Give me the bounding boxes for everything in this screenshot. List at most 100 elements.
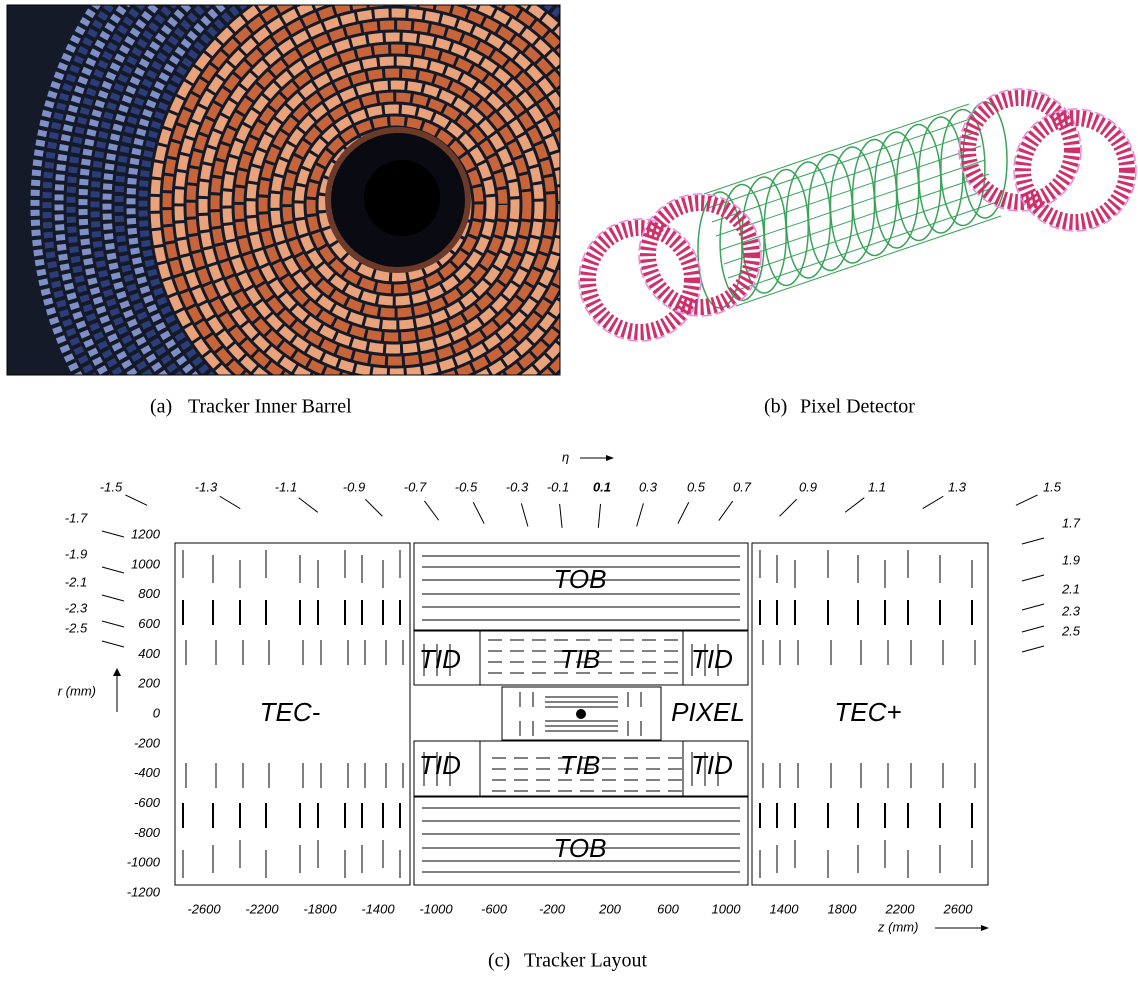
r-tick-label: 200 xyxy=(137,676,160,691)
z-tick-label: 2600 xyxy=(943,901,974,916)
z-tick-label: -600 xyxy=(481,901,508,916)
caption: Tracker Inner Barrel xyxy=(188,396,352,418)
eta-tick xyxy=(1022,575,1044,581)
eta-tick xyxy=(102,567,124,573)
cylinder-stave xyxy=(728,188,993,278)
eta-tick-label: -0.1 xyxy=(547,479,569,494)
z-tick-label: -1400 xyxy=(361,901,395,916)
eta-tick-label: 2.5 xyxy=(1061,623,1081,638)
eta-tick xyxy=(424,501,438,520)
eta-tick-label: 2.3 xyxy=(1061,603,1081,618)
arrow-head xyxy=(981,925,989,931)
eta-tick xyxy=(923,496,944,508)
z-tick-label: -2200 xyxy=(245,901,279,916)
z-tick-label: -1800 xyxy=(303,901,337,916)
region-label: TIB xyxy=(560,644,600,674)
r-tick-label: -1200 xyxy=(127,884,161,899)
eta-tick-label: -0.7 xyxy=(404,479,427,494)
eta-tick xyxy=(1022,538,1044,544)
eta-tick-label: -1.9 xyxy=(65,546,87,561)
eta-tick xyxy=(719,501,733,521)
r-tick-label: 400 xyxy=(138,646,160,661)
region-label: TOB xyxy=(554,564,607,594)
r-tick-label: -1000 xyxy=(127,855,161,870)
eta-tick-label: 0.3 xyxy=(639,479,658,494)
eta-tick xyxy=(365,499,382,516)
tracker-layout: TEC-TOBTIDTIBTIDPIXELTIDTIBTIDTOBTEC+120… xyxy=(58,449,1081,934)
r-axis-label: r (mm) xyxy=(58,683,96,698)
eta-tick-label: 0.9 xyxy=(799,479,817,494)
eta-tick xyxy=(1022,626,1044,632)
eta-tick-label: 1.7 xyxy=(1062,515,1081,530)
eta-tick-label: -0.5 xyxy=(455,479,478,494)
pixel-disk xyxy=(648,203,752,307)
arrow-head xyxy=(606,455,614,461)
eta-label: η xyxy=(562,449,569,464)
eta-tick xyxy=(598,504,600,528)
bore-inner xyxy=(364,160,440,236)
eta-tick-label: -2.3 xyxy=(65,600,88,615)
caption: Tracker Layout xyxy=(524,950,648,972)
eta-tick-label: -0.3 xyxy=(506,479,529,494)
eta-tick xyxy=(637,503,644,526)
cylinder-stave xyxy=(712,132,977,222)
eta-tick-label: 0.5 xyxy=(687,479,706,494)
eta-tick-label: -2.5 xyxy=(65,620,88,635)
cylinder-stave xyxy=(736,216,1001,306)
eta-tick xyxy=(1022,646,1044,652)
photo-pixel-detector xyxy=(579,89,1136,341)
eta-tick-label: -1.3 xyxy=(195,479,218,494)
eta-tick-label: 1.5 xyxy=(1043,479,1062,494)
r-tick-label: 0 xyxy=(153,705,161,720)
z-tick-label: -200 xyxy=(539,901,566,916)
eta-tick-label: 2.1 xyxy=(1061,581,1080,596)
z-tick-label: 1000 xyxy=(712,901,742,916)
eta-tick-label: 1.1 xyxy=(868,479,886,494)
eta-tick-label: 1.9 xyxy=(1062,552,1080,567)
r-tick-label: -600 xyxy=(134,795,161,810)
z-tick-label: 1400 xyxy=(770,901,800,916)
eta-tick-label: 1.3 xyxy=(948,479,967,494)
region-label: TID xyxy=(419,644,461,674)
caption-label: (a) xyxy=(150,396,172,418)
cylinder-stave xyxy=(732,202,997,292)
eta-tick xyxy=(1016,495,1038,505)
eta-tick xyxy=(102,531,124,537)
z-tick-label: 1800 xyxy=(828,901,858,916)
eta-tick xyxy=(473,502,484,523)
r-tick-label: 1200 xyxy=(131,526,161,541)
eta-tick-label: -1.5 xyxy=(100,479,123,494)
eta-tick-label: 0.7 xyxy=(733,479,752,494)
r-tick-label: -200 xyxy=(134,735,161,750)
eta-tick xyxy=(1022,604,1044,610)
z-tick-label: -1000 xyxy=(419,901,453,916)
figure: TEC-TOBTIDTIBTIDPIXELTIDTIBTIDTOBTEC+120… xyxy=(0,0,1138,981)
eta-tick-label: -2.1 xyxy=(65,574,87,589)
region-label: PIXEL xyxy=(671,697,745,727)
eta-tick xyxy=(299,498,318,513)
eta-tick xyxy=(102,595,124,601)
region-label: TEC+ xyxy=(834,697,901,727)
z-axis-label: z (mm) xyxy=(877,919,918,934)
arrow-head xyxy=(113,668,121,676)
caption-label: (b) xyxy=(764,396,787,418)
r-tick-label: 1000 xyxy=(131,556,161,571)
eta-tick xyxy=(780,499,797,516)
r-tick-label: -800 xyxy=(134,825,161,840)
region-label: TID xyxy=(691,750,733,780)
r-tick-label: 600 xyxy=(138,616,160,631)
beam-spot xyxy=(576,709,586,719)
region-label: TEC- xyxy=(260,697,321,727)
eta-tick-label: -1.1 xyxy=(275,479,297,494)
eta-tick xyxy=(102,641,124,647)
r-tick-label: 800 xyxy=(138,586,160,601)
z-tick-label: -2600 xyxy=(187,901,221,916)
eta-tick xyxy=(560,504,562,528)
eta-tick xyxy=(678,502,689,523)
region-label: TOB xyxy=(554,833,607,863)
region-label: TID xyxy=(691,644,733,674)
eta-tick-label: 0.1 xyxy=(593,479,611,494)
eta-tick xyxy=(125,495,147,505)
region-label: TID xyxy=(419,750,461,780)
pixel-disk-edge xyxy=(579,219,701,341)
